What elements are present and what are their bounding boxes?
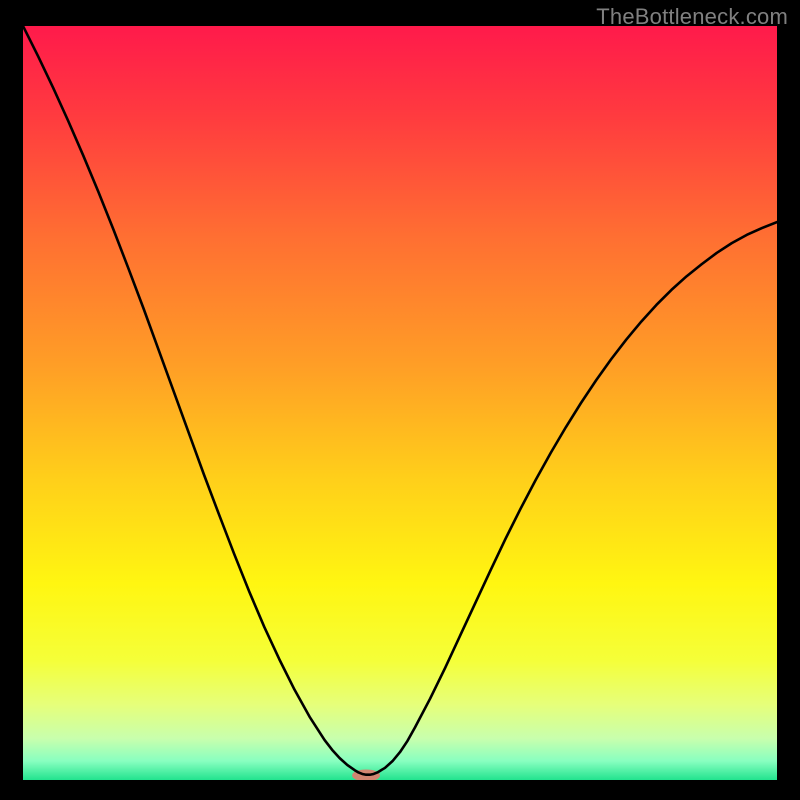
chart-svg [23,26,777,780]
watermark-text: TheBottleneck.com [596,4,788,30]
chart-frame: TheBottleneck.com [0,0,800,800]
plot-area [23,26,777,780]
gradient-background [23,26,777,780]
